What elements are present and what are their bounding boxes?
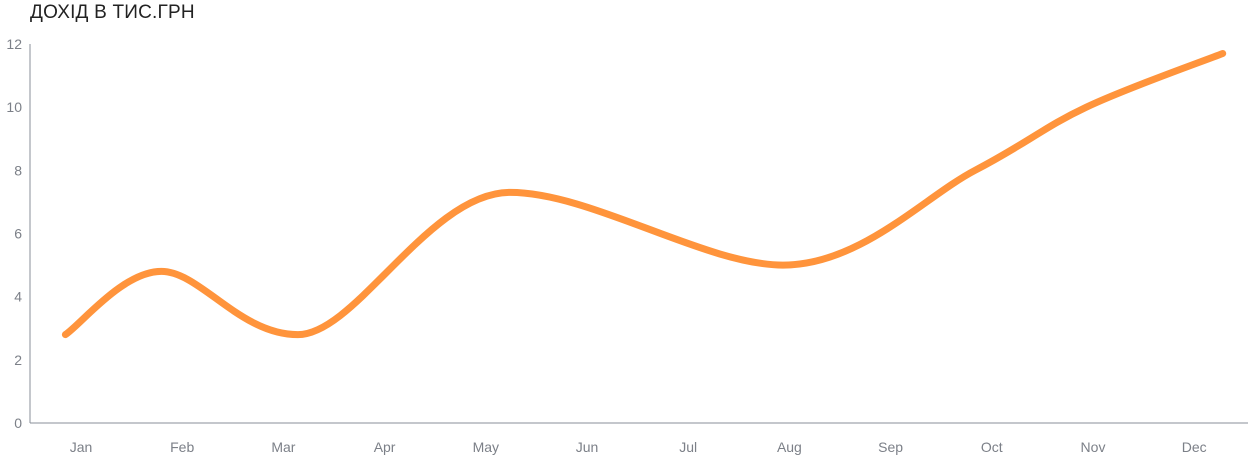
chart-title: ДОХІД В ТИС.ГРН [30, 2, 195, 23]
x-tick-label: Jul [679, 439, 697, 455]
x-tick-label: May [473, 439, 499, 455]
x-tick-label: Apr [374, 439, 396, 455]
y-tick-labels: 0 2 4 6 8 10 12 [6, 36, 22, 431]
x-tick-label: Jun [576, 439, 599, 455]
x-tick-label: Sep [878, 439, 903, 455]
x-tick-label: Mar [271, 439, 295, 455]
series-line [61, 50, 1227, 339]
x-tick-label: Dec [1182, 439, 1207, 455]
y-tick-label: 6 [14, 226, 22, 242]
x-tick-label: Nov [1081, 439, 1106, 455]
x-tick-label: Aug [777, 439, 802, 455]
y-tick-label: 8 [14, 162, 22, 178]
y-tick-label: 12 [6, 36, 22, 52]
x-axis: Jan Feb Mar Apr May Jun Jul Aug Sep Oct Nov Dec [30, 422, 1248, 455]
x-tick-label: Oct [981, 439, 1003, 455]
series-layer [61, 50, 1227, 339]
y-tick-label: 4 [14, 289, 22, 305]
x-tick-labels: Jan Feb Mar Apr May Jun Jul Aug Sep Oct Nov Dec [70, 439, 1207, 455]
x-tick-label: Feb [170, 439, 194, 455]
y-tick-label: 10 [6, 99, 22, 115]
x-tick-label: Jan [70, 439, 93, 455]
y-axis: 0 2 4 6 8 10 12 [6, 36, 31, 431]
y-tick-label: 2 [14, 352, 22, 368]
y-tick-label: 0 [14, 415, 22, 431]
